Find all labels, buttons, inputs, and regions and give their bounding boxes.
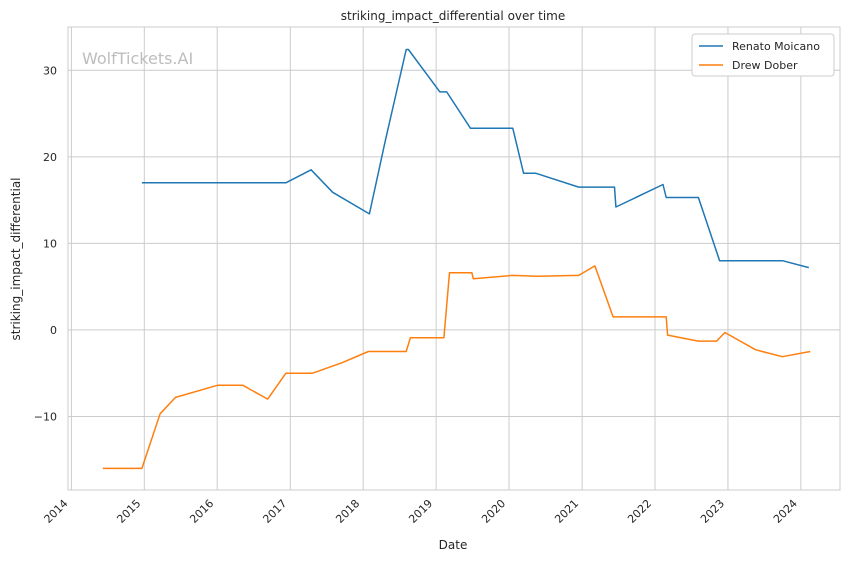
y-axis-label: striking_impact_differential xyxy=(9,177,23,340)
legend-label-renato-moicano: Renato Moicano xyxy=(732,40,820,53)
y-tick-label-0: 0 xyxy=(50,324,57,337)
legend: Renato Moicano Drew Dober xyxy=(691,33,835,77)
y-tick-label-10: 10 xyxy=(43,237,57,250)
legend-box xyxy=(691,33,835,77)
series-line-renato-moicano xyxy=(141,48,809,269)
x-tick-label-2017: 2017 xyxy=(260,497,289,526)
x-tick-label-2018: 2018 xyxy=(333,497,362,526)
series-layer xyxy=(102,48,811,470)
x-tick-label-2015: 2015 xyxy=(114,497,143,526)
x-tick-label-2014: 2014 xyxy=(42,497,71,526)
x-tick-label-2022: 2022 xyxy=(625,497,654,526)
chart-title: striking_impact_differential over time xyxy=(341,9,566,23)
x-tick-label-2021: 2021 xyxy=(552,497,581,526)
x-tick-label-2019: 2019 xyxy=(406,497,435,526)
y-tick-label--10: −10 xyxy=(34,410,57,423)
tick-labels: 2014 2015 2016 2017 2018 2019 2020 2021 2022 2023… xyxy=(34,64,800,526)
series-line-drew-dober xyxy=(102,265,811,470)
x-tick-label-2016: 2016 xyxy=(187,497,216,526)
x-axis-label: Date xyxy=(439,538,468,552)
x-tick-label-2023: 2023 xyxy=(698,497,727,526)
y-tick-label-20: 20 xyxy=(43,151,57,164)
x-tick-label-2020: 2020 xyxy=(479,497,508,526)
y-tick-label-30: 30 xyxy=(43,64,57,77)
watermark: WolfTickets.AI xyxy=(82,49,193,68)
plot-frame xyxy=(67,26,841,491)
gridlines xyxy=(68,27,840,490)
legend-label-drew-dober: Drew Dober xyxy=(732,59,798,72)
x-tick-label-2024: 2024 xyxy=(771,497,800,526)
